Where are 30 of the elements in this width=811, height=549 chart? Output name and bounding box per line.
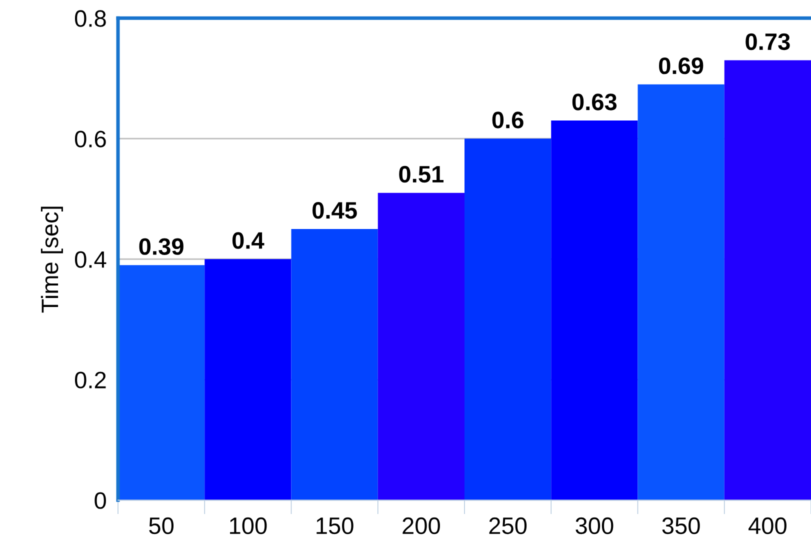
bar: [204, 259, 292, 500]
y-tick-label: 0.6: [74, 130, 106, 148]
data-label: 0.39: [139, 238, 184, 255]
data-label: 0.45: [312, 202, 357, 219]
x-tick-label: 200: [402, 517, 440, 534]
x-tick-label: 300: [576, 517, 614, 534]
bar: [378, 192, 464, 500]
data-label: 0.4: [232, 232, 264, 249]
data-label: 0.6: [492, 112, 524, 128]
y-tick-label: 0.2: [74, 372, 106, 388]
x-tick-label: 350: [662, 517, 700, 534]
y-tick-label: 0.8: [74, 10, 106, 27]
y-axis-title: Time [sec]: [40, 206, 63, 313]
x-tick-label: 100: [230, 517, 267, 534]
bar: [724, 60, 811, 500]
x-tick-label: 250: [489, 517, 527, 534]
data-label: 0.63: [572, 94, 617, 110]
bar: [638, 84, 724, 500]
y-tick-label: 0.4: [74, 251, 106, 268]
bar: [464, 138, 552, 500]
x-tick-label: 400: [748, 517, 786, 534]
bar: [551, 120, 638, 500]
bar: [118, 265, 205, 500]
data-label: 0.69: [659, 57, 704, 74]
data-label: 0.73: [746, 33, 790, 50]
y-tick-label: 0: [94, 492, 106, 509]
x-tick-label: 150: [316, 517, 354, 534]
x-tick-label: 50: [149, 517, 174, 534]
bar: [291, 229, 378, 500]
data-label: 0.51: [399, 166, 444, 183]
